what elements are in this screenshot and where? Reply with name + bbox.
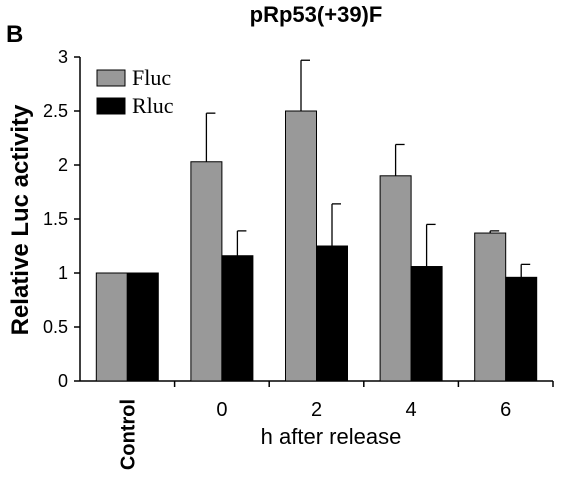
x-tick-label: 6 xyxy=(500,399,511,421)
bar-fluc xyxy=(285,110,317,382)
y-tick-label: 2 xyxy=(58,155,68,175)
bar-rluc xyxy=(410,266,443,382)
bar-rluc xyxy=(126,272,159,382)
y-tick-label: 2.5 xyxy=(43,101,68,121)
x-axis-label: h after release xyxy=(261,424,402,449)
legend-swatch-rluc xyxy=(96,97,126,115)
y-axis-label: Relative Luc activity xyxy=(7,104,34,335)
x-tick-label: 4 xyxy=(406,399,417,421)
bar-rluc xyxy=(316,245,348,382)
bar-rluc xyxy=(505,276,538,382)
x-tick-label: 2 xyxy=(311,399,322,421)
legend-swatch-fluc xyxy=(96,69,126,87)
y-tick-label: 1 xyxy=(58,263,68,283)
x-tick-label: 0 xyxy=(216,399,227,421)
bar-rluc xyxy=(221,255,254,382)
bar-fluc xyxy=(379,175,412,382)
x-tick-label: Control xyxy=(117,399,139,470)
plot-area: 0 0.5 1 1.5 2 2.5 3 Control 0 2 4 6 xyxy=(43,47,554,470)
y-tick-label: 0 xyxy=(58,371,68,391)
legend-label-fluc: Fluc xyxy=(132,65,171,90)
y-tick-label: 1.5 xyxy=(43,209,68,229)
y-tick-label: 0.5 xyxy=(43,317,68,337)
bar-fluc xyxy=(474,232,507,382)
legend-label-rluc: Rluc xyxy=(132,93,174,118)
legend: Fluc Rluc xyxy=(96,65,174,118)
bar-fluc xyxy=(190,161,223,382)
chart-title: pRp53(+39)F xyxy=(250,2,383,27)
bar-fluc xyxy=(95,272,128,382)
y-tick-label: 3 xyxy=(58,47,68,67)
panel-label: B xyxy=(6,21,23,48)
